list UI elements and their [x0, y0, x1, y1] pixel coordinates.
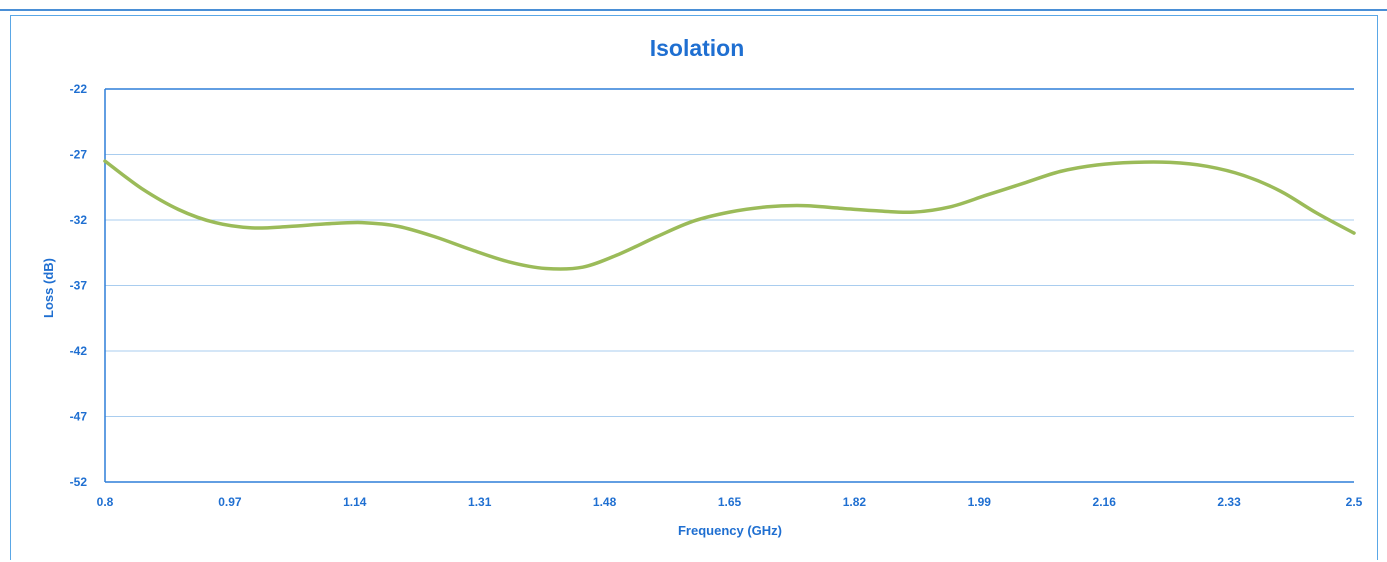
x-tick-label: 1.99: [968, 495, 992, 509]
x-tick-label: 1.82: [843, 495, 867, 509]
axes: [104, 88, 1354, 483]
series-layer: [103, 159, 1356, 271]
x-axis-label: Frequency (GHz): [678, 523, 782, 538]
x-tick-label: 1.65: [718, 495, 742, 509]
chart-title: Isolation: [650, 35, 745, 61]
series-line: [103, 159, 1356, 271]
y-axis-label: Loss (dB): [41, 258, 56, 318]
x-tick-label: 2.33: [1217, 495, 1241, 509]
y-tick-label: -27: [70, 148, 88, 162]
y-tick-labels: -22 -27 -32 -37 -42 -47 -52: [70, 82, 88, 489]
x-tick-label: 0.8: [97, 495, 114, 509]
top-rule: [0, 0, 1387, 11]
x-tick-label: 1.14: [343, 495, 367, 509]
chart-frame: [10, 15, 1378, 560]
x-tick-label: 1.31: [468, 495, 492, 509]
y-tick-label: -47: [70, 410, 88, 424]
y-tick-label: -42: [70, 344, 88, 358]
gridlines: [105, 154, 1354, 417]
x-tick-label: 1.48: [593, 495, 617, 509]
x-tick-label: 2.5: [1346, 495, 1363, 509]
x-tick-label: 0.97: [218, 495, 242, 509]
x-tick-labels: 0.8 0.97 1.14 1.31 1.48 1.65 1.82 1.99 2.16 2.33 2…: [97, 495, 1363, 509]
y-tick-label: -32: [70, 213, 88, 227]
y-tick-label: -52: [70, 475, 88, 489]
y-tick-label: -22: [70, 82, 88, 96]
x-tick-label: 2.16: [1093, 495, 1117, 509]
y-tick-label: -37: [70, 279, 88, 293]
